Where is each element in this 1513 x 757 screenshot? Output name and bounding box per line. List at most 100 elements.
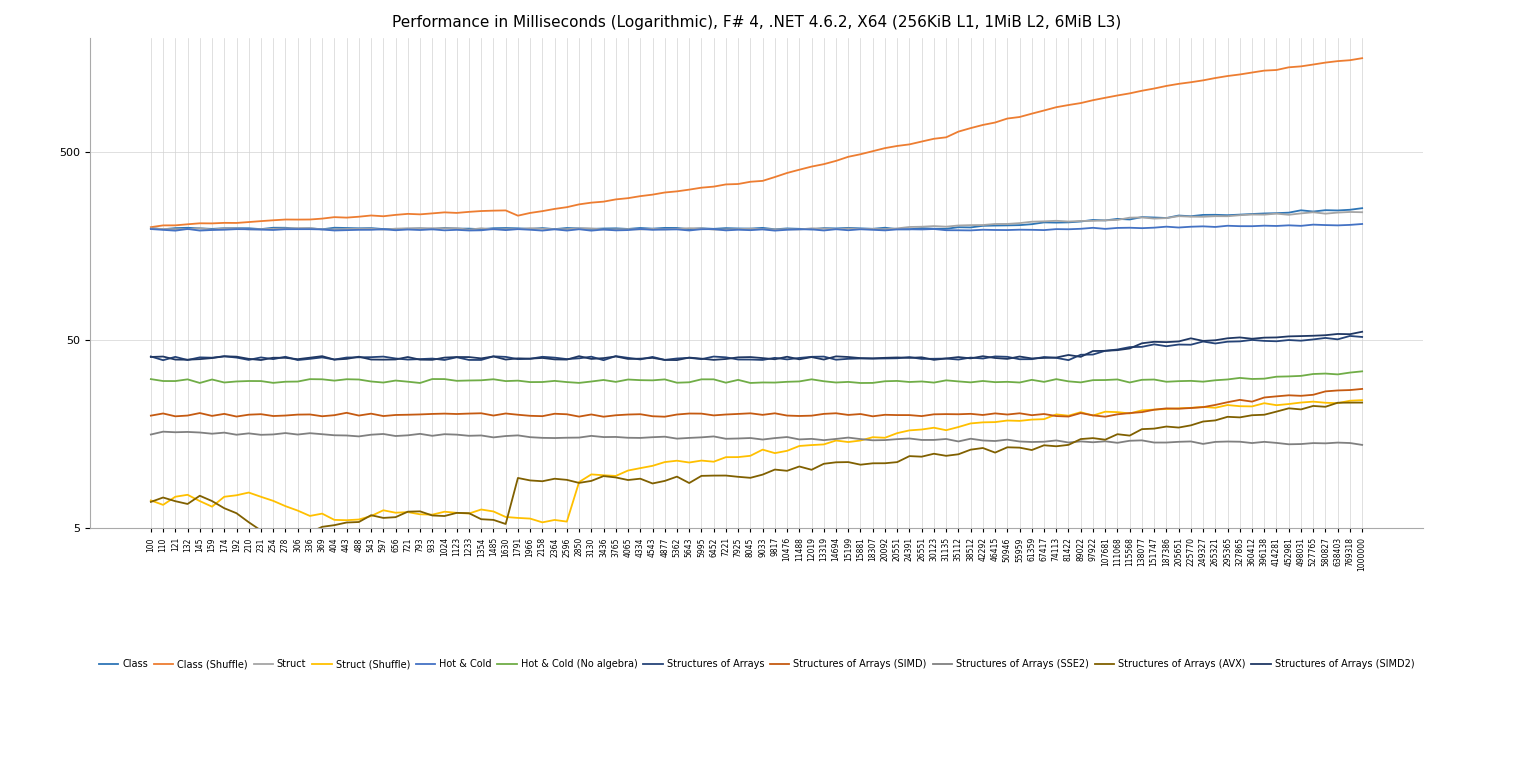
Structures of Arrays bbox=[1353, 332, 1371, 341]
Class (Shuffle) bbox=[766, 173, 784, 182]
Structures of Arrays (SIMD2) bbox=[374, 355, 392, 364]
Class bbox=[1268, 209, 1286, 218]
Struct (Shuffle) bbox=[374, 506, 392, 515]
Class bbox=[766, 225, 784, 234]
Hot & Cold bbox=[166, 226, 185, 235]
Structures of Arrays bbox=[142, 352, 160, 361]
Legend: Class, Class (Shuffle), Struct, Struct (Shuffle), Hot & Cold, Hot & Cold (No alg: Class, Class (Shuffle), Struct, Struct (… bbox=[95, 656, 1418, 674]
Class (Shuffle) bbox=[1292, 62, 1310, 71]
Structures of Arrays (SIMD2) bbox=[424, 355, 442, 364]
Struct (Shuffle) bbox=[1353, 396, 1371, 405]
Hot & Cold (No algebra) bbox=[766, 378, 784, 387]
Line: Structures of Arrays (SIMD2): Structures of Arrays (SIMD2) bbox=[151, 332, 1362, 360]
Class bbox=[1304, 207, 1322, 216]
Struct (Shuffle) bbox=[533, 518, 551, 527]
Line: Structures of Arrays (SIMD): Structures of Arrays (SIMD) bbox=[151, 389, 1362, 416]
Structures of Arrays (SSE2) bbox=[1353, 441, 1371, 450]
Struct (Shuffle) bbox=[876, 433, 894, 442]
Structures of Arrays (SSE2) bbox=[154, 427, 172, 436]
Struct bbox=[778, 225, 796, 234]
Hot & Cold bbox=[436, 226, 454, 235]
Structures of Arrays bbox=[154, 356, 172, 365]
Line: Class: Class bbox=[151, 208, 1362, 229]
Structures of Arrays (SIMD) bbox=[374, 412, 392, 421]
Class bbox=[1353, 204, 1371, 213]
Hot & Cold bbox=[1353, 220, 1371, 229]
Structures of Arrays bbox=[1304, 335, 1322, 344]
Hot & Cold bbox=[778, 226, 796, 235]
Structures of Arrays (SIMD) bbox=[778, 411, 796, 420]
Structures of Arrays bbox=[1341, 332, 1359, 341]
Structures of Arrays (SSE2) bbox=[386, 431, 404, 441]
Line: Hot & Cold: Hot & Cold bbox=[151, 224, 1362, 231]
Structures of Arrays (SIMD) bbox=[1304, 390, 1322, 399]
Line: Class (Shuffle): Class (Shuffle) bbox=[151, 58, 1362, 227]
Structures of Arrays (SSE2) bbox=[876, 435, 894, 444]
Class bbox=[876, 223, 894, 232]
Structures of Arrays bbox=[386, 354, 404, 363]
Structures of Arrays (AVX) bbox=[1268, 407, 1286, 416]
Struct bbox=[1353, 207, 1371, 217]
Structures of Arrays (AVX) bbox=[1353, 398, 1371, 407]
Structures of Arrays bbox=[436, 356, 454, 365]
Hot & Cold bbox=[142, 225, 160, 234]
Hot & Cold bbox=[1268, 221, 1286, 230]
Structures of Arrays (AVX) bbox=[876, 459, 894, 468]
Structures of Arrays (SIMD2) bbox=[1353, 327, 1371, 336]
Class (Shuffle) bbox=[864, 147, 882, 156]
Struct bbox=[876, 225, 894, 234]
Hot & Cold (No algebra) bbox=[1304, 369, 1322, 378]
Class bbox=[802, 225, 820, 234]
Struct (Shuffle) bbox=[142, 496, 160, 505]
Hot & Cold bbox=[876, 226, 894, 235]
Struct bbox=[374, 225, 392, 234]
Structures of Arrays (AVX) bbox=[778, 466, 796, 475]
Struct (Shuffle) bbox=[1304, 397, 1322, 407]
Title: Performance in Milliseconds (Logarithmic), F# 4, .NET 4.6.2, X64 (256KiB L1, 1Mi: Performance in Milliseconds (Logarithmic… bbox=[392, 15, 1121, 30]
Struct bbox=[142, 224, 160, 233]
Structures of Arrays (SIMD) bbox=[424, 410, 442, 419]
Hot & Cold bbox=[386, 226, 404, 235]
Struct (Shuffle) bbox=[424, 510, 442, 519]
Structures of Arrays (SIMD) bbox=[142, 411, 160, 420]
Class (Shuffle) bbox=[374, 212, 392, 221]
Structures of Arrays (AVX) bbox=[386, 512, 404, 522]
Struct bbox=[1304, 207, 1322, 217]
Structures of Arrays (SIMD2) bbox=[876, 354, 894, 363]
Struct bbox=[1341, 207, 1359, 217]
Class bbox=[424, 225, 442, 234]
Line: Struct (Shuffle): Struct (Shuffle) bbox=[151, 400, 1362, 522]
Line: Hot & Cold (No algebra): Hot & Cold (No algebra) bbox=[151, 372, 1362, 383]
Structures of Arrays (SIMD2) bbox=[142, 353, 160, 362]
Class (Shuffle) bbox=[1256, 66, 1274, 75]
Class bbox=[142, 223, 160, 232]
Hot & Cold (No algebra) bbox=[1268, 372, 1286, 382]
Hot & Cold (No algebra) bbox=[1353, 367, 1371, 376]
Structures of Arrays (AVX) bbox=[265, 531, 283, 540]
Struct bbox=[460, 225, 478, 234]
Struct (Shuffle) bbox=[778, 447, 796, 456]
Structures of Arrays (SSE2) bbox=[778, 432, 796, 441]
Structures of Arrays (SIMD) bbox=[876, 410, 894, 419]
Structures of Arrays (SSE2) bbox=[142, 430, 160, 439]
Structures of Arrays (SSE2) bbox=[1268, 438, 1286, 447]
Line: Structures of Arrays (SSE2): Structures of Arrays (SSE2) bbox=[151, 431, 1362, 445]
Structures of Arrays (SIMD2) bbox=[1304, 332, 1322, 341]
Structures of Arrays (SIMD) bbox=[1353, 385, 1371, 394]
Structures of Arrays (SIMD) bbox=[595, 412, 613, 421]
Hot & Cold (No algebra) bbox=[142, 375, 160, 384]
Structures of Arrays (AVX) bbox=[1304, 401, 1322, 410]
Structures of Arrays (SSE2) bbox=[436, 430, 454, 439]
Struct bbox=[1268, 209, 1286, 218]
Structures of Arrays (SSE2) bbox=[1304, 438, 1322, 447]
Line: Structures of Arrays (AVX): Structures of Arrays (AVX) bbox=[151, 403, 1362, 535]
Struct (Shuffle) bbox=[1268, 400, 1286, 410]
Hot & Cold (No algebra) bbox=[374, 378, 392, 387]
Hot & Cold (No algebra) bbox=[424, 375, 442, 384]
Line: Structures of Arrays: Structures of Arrays bbox=[151, 336, 1362, 360]
Structures of Arrays (SIMD2) bbox=[1268, 333, 1286, 342]
Class (Shuffle) bbox=[142, 223, 160, 232]
Structures of Arrays (AVX) bbox=[142, 497, 160, 506]
Structures of Arrays (SIMD) bbox=[1268, 392, 1286, 401]
Struct bbox=[424, 223, 442, 232]
